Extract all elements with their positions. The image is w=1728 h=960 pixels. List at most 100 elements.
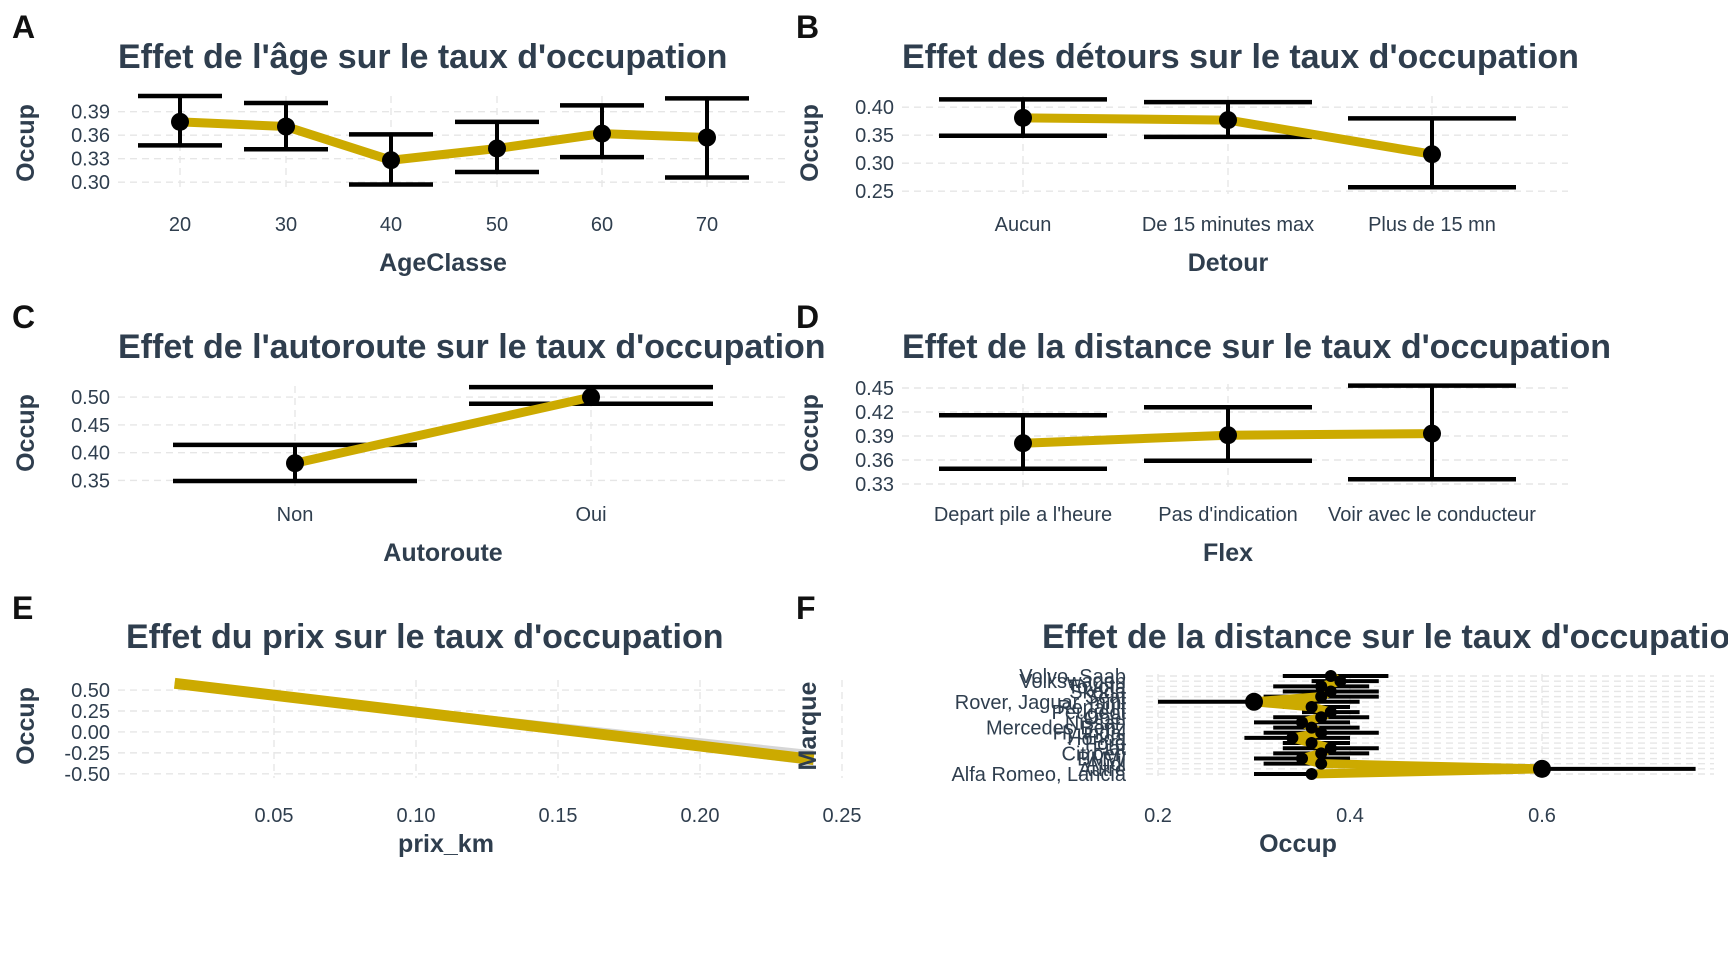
data-point bbox=[593, 124, 611, 143]
x-tick-label: Aucun bbox=[995, 214, 1052, 236]
x-axis-label: prix_km bbox=[398, 830, 494, 858]
y-tick-labels: Alfa Romeo, LanciaAutreAudiBMWCitroenFia… bbox=[951, 666, 1126, 786]
y-tick-label: 0.40 bbox=[71, 443, 110, 465]
data-point bbox=[1305, 737, 1318, 750]
y-tick-label: Peugeot bbox=[1051, 702, 1126, 724]
data-point bbox=[1315, 680, 1328, 693]
y-tick-label: -0.50 bbox=[64, 764, 110, 786]
y-axis-label: Occup bbox=[796, 104, 824, 182]
data-point bbox=[1315, 747, 1328, 760]
y-tick-label: 0.40 bbox=[855, 97, 894, 119]
data-point bbox=[1315, 690, 1328, 703]
x-tick-label: 0.6 bbox=[1528, 805, 1556, 827]
y-tick-label: 0.30 bbox=[855, 153, 894, 175]
data-point bbox=[1324, 706, 1337, 719]
chart-title: Effet des détours sur le taux d'occupati… bbox=[902, 38, 1579, 76]
data-point bbox=[1296, 752, 1308, 765]
y-tick-label: Renault bbox=[1057, 697, 1126, 719]
data-point bbox=[382, 151, 400, 170]
y-tick-label: Fiat bbox=[1093, 738, 1127, 760]
y-tick-label: 0.33 bbox=[71, 149, 110, 171]
y-tick-label: 0.25 bbox=[71, 701, 110, 723]
y-tick-label: Mercedes-Benz bbox=[986, 718, 1126, 740]
panel-c: C Effet de l'autoroute sur le taux d'occu… bbox=[12, 299, 826, 567]
y-tick-label: Opel bbox=[1084, 707, 1126, 729]
data-point bbox=[1533, 759, 1551, 778]
y-tick-label: 0.45 bbox=[855, 378, 894, 400]
data-point bbox=[1324, 670, 1337, 682]
y-tick-label: Rover, Jaguar, mini bbox=[955, 692, 1126, 714]
y-tick-label: 0.00 bbox=[71, 722, 110, 744]
data-point bbox=[1014, 108, 1032, 127]
y-axis-label: Marque bbox=[794, 681, 822, 770]
y-tick-label: 0.35 bbox=[855, 125, 894, 147]
y-tick-label: 0.45 bbox=[71, 415, 110, 437]
x-axis-label: Autoroute bbox=[383, 539, 503, 567]
y-tick-label: 0.39 bbox=[71, 102, 110, 124]
x-axis-label: Occup bbox=[1259, 830, 1337, 858]
x-tick-label: 0.4 bbox=[1336, 805, 1364, 827]
y-tick-label: Toyota bbox=[1067, 676, 1127, 698]
x-tick-label: 0.15 bbox=[539, 805, 578, 827]
x-tick-label: Depart pile a l'heure bbox=[934, 504, 1112, 526]
x-tick-label: 0.20 bbox=[681, 805, 720, 827]
data-point bbox=[1305, 721, 1318, 734]
data-point bbox=[582, 388, 600, 407]
x-tick-label: Voir avec le conducteur bbox=[1328, 504, 1536, 526]
x-axis-label: Detour bbox=[1188, 249, 1269, 277]
x-tick-label: 20 bbox=[169, 214, 191, 236]
data-point bbox=[1315, 711, 1328, 724]
data-point bbox=[286, 454, 304, 473]
regression-line bbox=[173, 677, 815, 766]
y-tick-label: Alfa Romeo, Lancia bbox=[951, 764, 1126, 786]
data-point bbox=[1014, 434, 1032, 453]
y-tick-label: Skoda bbox=[1069, 681, 1127, 703]
y-tick-label: 0.36 bbox=[71, 125, 110, 147]
data-point bbox=[1219, 426, 1237, 445]
y-tick-label: Ford bbox=[1085, 733, 1126, 755]
x-tick-label: 40 bbox=[380, 214, 402, 236]
y-tick-label: Volkswagen bbox=[1019, 671, 1126, 693]
y-tick-label: Citroen bbox=[1062, 743, 1126, 765]
panel-tag: B bbox=[796, 9, 819, 45]
chart-title: Effet de la distance sur le taux d'occup… bbox=[902, 328, 1611, 366]
x-tick-label: Plus de 15 mn bbox=[1368, 214, 1496, 236]
y-tick-label: 0.36 bbox=[855, 450, 894, 472]
x-tick-label: 70 bbox=[696, 214, 718, 236]
panel-b: B Effet des détours sur le taux d'occupat… bbox=[796, 9, 1579, 277]
y-tick-label: Honda bbox=[1067, 728, 1127, 750]
y-axis-label: Occup bbox=[12, 104, 40, 182]
y-tick-label: 0.35 bbox=[71, 470, 110, 492]
y-tick-label: 0.30 bbox=[71, 172, 110, 194]
x-axis-label: Flex bbox=[1203, 539, 1253, 567]
y-tick-label: 0.42 bbox=[855, 402, 894, 424]
x-tick-label: Oui bbox=[575, 504, 606, 526]
data-point bbox=[1324, 742, 1337, 755]
data-point bbox=[171, 112, 189, 131]
y-axis-label: Occup bbox=[12, 394, 40, 472]
y-tick-label: 0.33 bbox=[855, 474, 894, 496]
data-point bbox=[1334, 675, 1347, 688]
panel-tag: C bbox=[12, 299, 35, 335]
x-tick-label: 50 bbox=[486, 214, 508, 236]
y-axis-label: Occup bbox=[796, 394, 824, 472]
y-tick-label: 0.50 bbox=[71, 680, 110, 702]
data-point bbox=[1315, 726, 1328, 739]
data-point bbox=[1324, 685, 1337, 698]
x-tick-label: 0.05 bbox=[255, 805, 294, 827]
series-line bbox=[175, 117, 712, 165]
chart-title: Effet de l'autoroute sur le taux d'occup… bbox=[118, 328, 826, 366]
x-tick-label: De 15 minutes max bbox=[1142, 214, 1314, 236]
y-tick-label: Seat bbox=[1085, 687, 1127, 709]
chart-title: Effet de la distance sur le taux d'occup… bbox=[1042, 618, 1728, 656]
panel-tag: E bbox=[12, 590, 33, 626]
x-tick-label: 0.10 bbox=[397, 805, 436, 827]
panel-a: A Effet de l'âge sur le taux d'occupation… bbox=[12, 9, 790, 277]
panel-d: D Effet de la distance sur le taux d'occu… bbox=[796, 299, 1611, 567]
chart-title: Effet de l'âge sur le taux d'occupation bbox=[118, 38, 727, 76]
data-point bbox=[1305, 768, 1318, 780]
data-point bbox=[1315, 757, 1328, 770]
y-tick-label: BMW bbox=[1077, 749, 1126, 771]
y-tick-label: 0.39 bbox=[855, 426, 894, 448]
